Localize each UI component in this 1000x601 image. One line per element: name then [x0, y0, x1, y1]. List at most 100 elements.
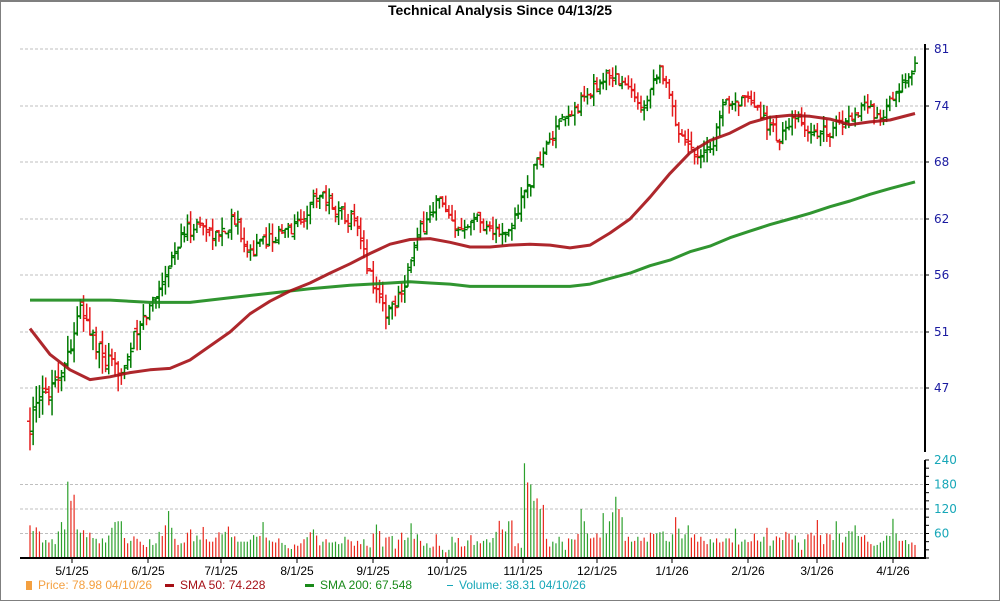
ohlc-bar	[675, 122, 682, 143]
ohlc-bar	[71, 322, 78, 363]
ohlc-bar	[165, 266, 172, 288]
ohlc-bar	[445, 205, 452, 219]
ohlc-bar	[370, 261, 377, 294]
ohlc-bar	[530, 164, 537, 189]
ohlc-bar	[883, 98, 890, 123]
ohlc-bar	[89, 329, 96, 351]
ohlc-bar	[357, 217, 364, 250]
ohlc-bar	[826, 132, 833, 147]
ohlc-bar	[212, 230, 219, 247]
ohlc-bar	[307, 201, 314, 225]
ohlc-bar	[609, 67, 616, 88]
ohlc-bar	[912, 56, 918, 73]
ohlc-bar	[193, 218, 200, 233]
ohlc-bar	[124, 353, 131, 370]
ohlc-bar	[209, 218, 216, 250]
ohlc-bar	[581, 85, 588, 102]
legend-volume: Volume: 38.31 04/10/26	[447, 578, 586, 592]
ohlc-bar	[663, 75, 670, 88]
ohlc-bar	[716, 110, 723, 136]
ohlc-bar	[225, 230, 232, 239]
volume-axis-label: 60	[934, 527, 949, 541]
volume-axis-label: 240	[934, 453, 957, 467]
ohlc-bar	[773, 115, 780, 142]
ohlc-bar	[156, 280, 163, 309]
ohlc-bar	[86, 307, 93, 337]
ohlc-bar	[877, 109, 884, 126]
ohlc-bar	[770, 119, 777, 133]
x-axis-label: 1/1/26	[655, 564, 689, 578]
ohlc-bar	[184, 214, 191, 241]
x-axis-label: 3/1/26	[800, 564, 834, 578]
ohlc-bar	[436, 197, 443, 209]
ohlc-bar	[597, 79, 604, 95]
ohlc-bar	[130, 330, 137, 350]
ohlc-bar	[36, 385, 43, 418]
ohlc-bar	[168, 251, 175, 268]
ohlc-bar	[291, 214, 298, 240]
x-axis-label: 5/1/25	[55, 564, 89, 578]
ohlc-bar	[162, 265, 169, 295]
price-axis-label: 56	[934, 268, 949, 282]
ohlc-bar	[571, 101, 578, 126]
sma50-swatch-icon	[165, 584, 174, 588]
ohlc-bar	[93, 326, 100, 360]
ohlc-bar	[593, 77, 600, 93]
ohlc-bar	[697, 149, 704, 169]
ohlc-bar	[499, 222, 506, 246]
ohlc-bar	[552, 115, 559, 149]
ohlc-bar	[420, 211, 427, 233]
ohlc-bar	[493, 219, 500, 244]
volume-axis-label: 180	[934, 478, 957, 492]
ohlc-bar	[127, 342, 134, 368]
ohlc-bar	[99, 330, 106, 374]
ohlc-bar	[45, 386, 52, 406]
ohlc-bar	[606, 69, 613, 86]
ohlc-bar	[672, 99, 679, 127]
ohlc-bar	[899, 74, 906, 93]
ohlc-bar	[688, 131, 695, 150]
price-axis-label: 81	[934, 42, 949, 56]
x-axis-label: 4/1/26	[876, 564, 910, 578]
ohlc-bar	[518, 187, 525, 222]
ohlc-bar	[39, 375, 46, 415]
ohlc-bar	[521, 189, 528, 209]
ohlc-bar	[112, 351, 119, 377]
ohlc-bar	[874, 106, 881, 119]
ohlc-bar	[757, 101, 764, 120]
ohlc-bar	[449, 204, 456, 222]
ohlc-bar	[612, 65, 619, 85]
ohlc-bar	[442, 195, 449, 213]
ohlc-bar	[108, 348, 115, 367]
ohlc-bar	[345, 213, 352, 233]
ohlc-bar	[729, 100, 736, 110]
ohlc-bar	[228, 208, 235, 240]
ohlc-bar	[49, 369, 56, 416]
ohlc-bar	[584, 88, 591, 105]
ohlc-bar	[247, 244, 254, 261]
ohlc-bar	[631, 83, 638, 103]
price-axis-label: 68	[934, 155, 949, 169]
ohlc-bar	[52, 370, 59, 388]
ohlc-bar	[382, 294, 389, 330]
ohlc-bar	[763, 105, 770, 140]
chart-title: Technical Analysis Since 04/13/25	[387, 2, 613, 18]
ohlc-bar	[634, 92, 641, 110]
ohlc-bar	[751, 91, 758, 108]
legend-sma200: SMA 200: 67.548	[305, 578, 412, 592]
ohlc-bar	[559, 113, 566, 120]
ohlc-bar	[817, 130, 824, 147]
ohlc-bar	[483, 220, 490, 235]
ohlc-bar	[266, 223, 273, 247]
ohlc-bar	[269, 223, 276, 252]
ohlc-bar	[175, 246, 182, 260]
ohlc-bar	[326, 188, 333, 215]
x-axis-label: 8/1/25	[280, 564, 314, 578]
ohlc-bar	[650, 69, 657, 96]
ohlc-bar	[644, 95, 651, 112]
ohlc-bar	[323, 185, 330, 212]
ohlc-bar	[332, 205, 339, 223]
x-axis-label: 10/1/25	[427, 564, 467, 578]
ohlc-bar	[619, 75, 626, 90]
ohlc-bar	[275, 225, 282, 245]
